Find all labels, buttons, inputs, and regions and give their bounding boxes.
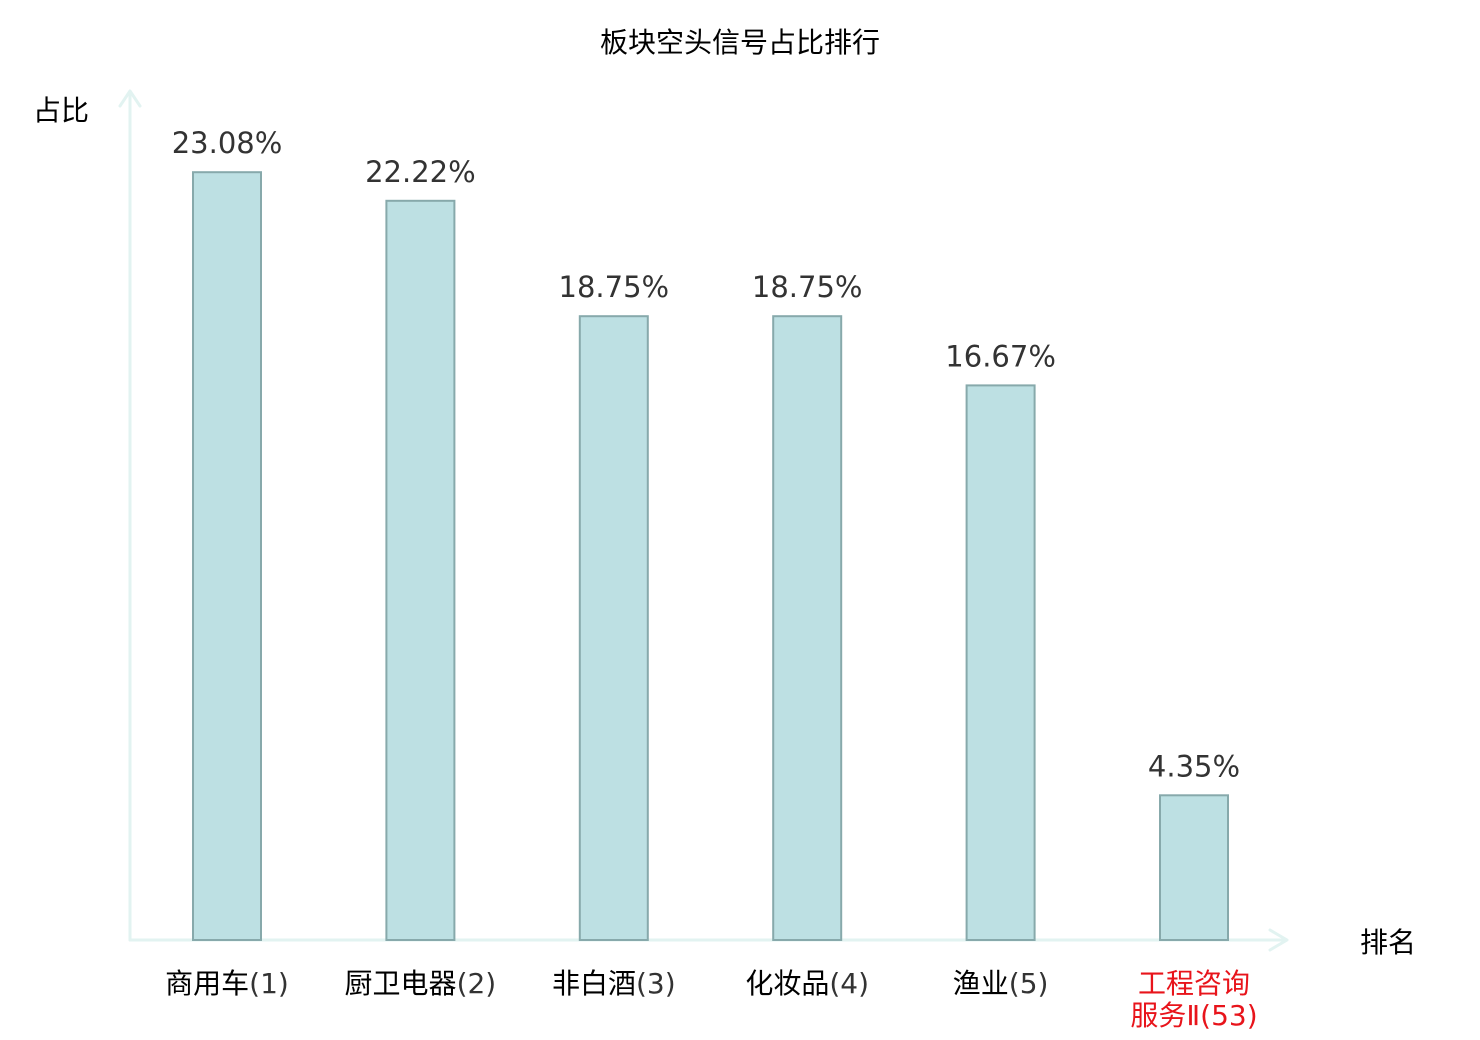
category-label-3: 非白酒(3) xyxy=(552,967,676,1000)
category-label-1: 商用车(1) xyxy=(165,967,289,1000)
chart-title: 板块空头信号占比排行 xyxy=(600,26,880,59)
x-axis: 排名 xyxy=(128,926,1416,959)
value-label-3: 18.75% xyxy=(559,270,670,304)
y-axis-arrow-icon xyxy=(118,89,142,108)
y-axis: 占比 xyxy=(33,89,142,942)
category-label-6-line1: 工程咨询 xyxy=(1138,967,1250,1000)
category-label-6-line2: 服务Ⅱ(53) xyxy=(1130,999,1257,1032)
x-axis-label: 排名 xyxy=(1360,926,1416,959)
bars-group xyxy=(192,171,1229,942)
value-label-1: 23.08% xyxy=(172,126,283,160)
value-label-2: 22.22% xyxy=(365,155,476,189)
bar-5 xyxy=(965,384,1036,941)
bar-1 xyxy=(192,171,262,941)
value-label-5: 16.67% xyxy=(945,339,1056,373)
category-label-4: 化妆品(4) xyxy=(745,967,869,1000)
bar-3 xyxy=(578,315,649,941)
value-label-4: 18.75% xyxy=(752,270,863,304)
category-labels-group: 商用车(1) 厨卫电器(2) 非白酒(3) 化妆品(4) 渔业(5) 工程咨询服务Ⅱ(53… xyxy=(165,967,1257,1032)
value-labels-group: 23.08% 22.22% 18.75% 18.75% 16.67% 4.35% xyxy=(172,126,1240,783)
y-axis-label: 占比 xyxy=(33,94,89,127)
category-label-2: 厨卫电器(2) xyxy=(345,967,497,1000)
bar-2 xyxy=(385,199,456,942)
x-axis-arrow-icon xyxy=(1268,928,1289,952)
bar-6 xyxy=(1159,794,1229,941)
value-label-6: 4.35% xyxy=(1148,749,1240,783)
category-label-5: 渔业(5) xyxy=(953,967,1049,1000)
bar-4 xyxy=(772,315,843,941)
